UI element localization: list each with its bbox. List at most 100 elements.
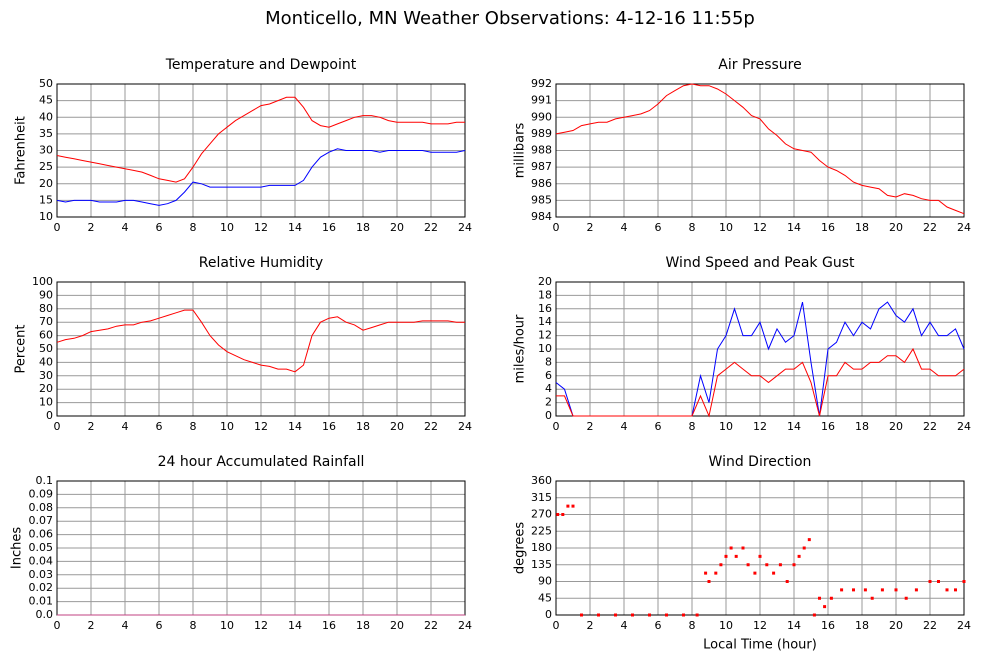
x-tick-label: 18 xyxy=(855,619,869,632)
data-line xyxy=(56,96,465,183)
y-tick-label: 0 xyxy=(545,409,552,422)
data-point xyxy=(829,596,833,600)
y-tick-label: 984 xyxy=(531,210,552,223)
x-tick-label: 10 xyxy=(719,221,733,234)
x-tick-label: 12 xyxy=(254,420,268,433)
data-point xyxy=(561,513,565,516)
y-tick-label: 16 xyxy=(538,302,552,315)
y-tick-label: 225 xyxy=(531,524,552,537)
page-title: Monticello, MN Weather Observations: 4-1… xyxy=(265,8,755,29)
y-tick-label: 2 xyxy=(545,396,552,409)
x-tick-label: 0 xyxy=(54,420,61,433)
data-point xyxy=(746,563,750,567)
chart-title: 24 hour Accumulated Rainfall xyxy=(158,454,365,470)
chart-title: Air Pressure xyxy=(718,57,801,73)
x-tick-label: 10 xyxy=(220,619,234,632)
data-point xyxy=(556,513,560,516)
x-tick-label: 22 xyxy=(923,619,937,632)
data-point xyxy=(714,571,718,575)
data-point xyxy=(823,605,827,609)
y-tick-label: 30 xyxy=(39,369,53,382)
data-point xyxy=(758,554,762,558)
data-line xyxy=(556,347,965,418)
x-tick-label: 10 xyxy=(719,619,733,632)
x-tick-label: 2 xyxy=(88,420,95,433)
x-tick-label: 20 xyxy=(889,420,903,433)
data-point xyxy=(566,504,570,508)
data-point xyxy=(729,546,733,550)
x-tick-label: 18 xyxy=(356,420,370,433)
y-tick-label: 180 xyxy=(531,541,552,554)
x-tick-label: 12 xyxy=(254,619,268,632)
plot-frame xyxy=(555,83,965,218)
data-point xyxy=(724,554,728,558)
y-tick-label: 0.1 xyxy=(36,474,54,487)
y-tick-label: 10 xyxy=(538,342,552,355)
data-point xyxy=(962,580,966,583)
x-tick-label: 2 xyxy=(587,221,594,234)
y-tick-label: 0.06 xyxy=(29,528,54,541)
data-point xyxy=(772,571,776,575)
x-tick-label: 24 xyxy=(458,420,472,433)
x-tick-label: 8 xyxy=(689,619,696,632)
y-tick-label: 985 xyxy=(531,193,552,206)
x-tick-label: 22 xyxy=(923,221,937,234)
x-tick-label: 10 xyxy=(220,221,234,234)
y-tick-label: 0.05 xyxy=(29,541,54,554)
x-tick-label: 12 xyxy=(753,619,767,632)
data-point xyxy=(665,613,668,617)
x-tick-label: 18 xyxy=(855,420,869,433)
x-tick-label: 0 xyxy=(553,221,560,234)
data-point xyxy=(880,588,884,592)
data-point xyxy=(812,613,816,617)
chart-title: Wind Direction xyxy=(709,454,812,470)
y-tick-label: 270 xyxy=(531,508,552,521)
x-tick-label: 16 xyxy=(821,221,835,234)
data-point xyxy=(807,538,811,542)
data-line xyxy=(56,309,465,373)
y-axis-label: miles/hour xyxy=(513,314,528,383)
data-line xyxy=(555,83,965,215)
y-tick-label: 45 xyxy=(538,591,552,604)
y-tick-label: 30 xyxy=(39,144,53,157)
x-tick-label: 4 xyxy=(621,420,628,433)
data-point xyxy=(928,580,932,583)
y-tick-label: 12 xyxy=(538,329,552,342)
data-point xyxy=(631,613,634,617)
y-tick-label: 987 xyxy=(531,160,552,173)
x-tick-label: 18 xyxy=(855,221,869,234)
x-tick-label: 16 xyxy=(821,420,835,433)
data-point xyxy=(797,554,801,558)
y-tick-label: 50 xyxy=(39,342,53,355)
y-tick-label: 40 xyxy=(39,355,53,368)
data-point xyxy=(734,554,738,558)
x-tick-label: 8 xyxy=(689,221,696,234)
x-tick-label: 24 xyxy=(957,619,971,632)
y-tick-label: 988 xyxy=(531,144,552,157)
x-tick-label: 8 xyxy=(190,420,197,433)
data-point xyxy=(904,596,908,600)
y-tick-label: 135 xyxy=(531,558,552,571)
y-axis-label: millibars xyxy=(513,123,528,179)
data-point xyxy=(682,613,685,617)
data-point xyxy=(719,563,723,567)
x-tick-label: 22 xyxy=(424,619,438,632)
x-tick-label: 14 xyxy=(288,619,302,632)
x-tick-label: 12 xyxy=(254,221,268,234)
data-point xyxy=(753,571,757,575)
x-tick-label: 0 xyxy=(54,619,61,632)
x-tick-label: 24 xyxy=(957,420,971,433)
y-tick-label: 989 xyxy=(531,127,552,140)
y-tick-label: 0.03 xyxy=(29,568,54,581)
data-point xyxy=(937,580,940,583)
y-tick-label: 0.08 xyxy=(29,501,54,514)
x-tick-label: 16 xyxy=(322,221,336,234)
y-tick-label: 15 xyxy=(39,193,53,206)
x-tick-label: 24 xyxy=(957,221,971,234)
data-point xyxy=(614,613,617,617)
y-tick-label: 0.07 xyxy=(29,514,54,527)
x-axis-label: Local Time (hour) xyxy=(703,638,817,653)
y-tick-label: 50 xyxy=(39,77,53,90)
x-tick-label: 8 xyxy=(190,619,197,632)
